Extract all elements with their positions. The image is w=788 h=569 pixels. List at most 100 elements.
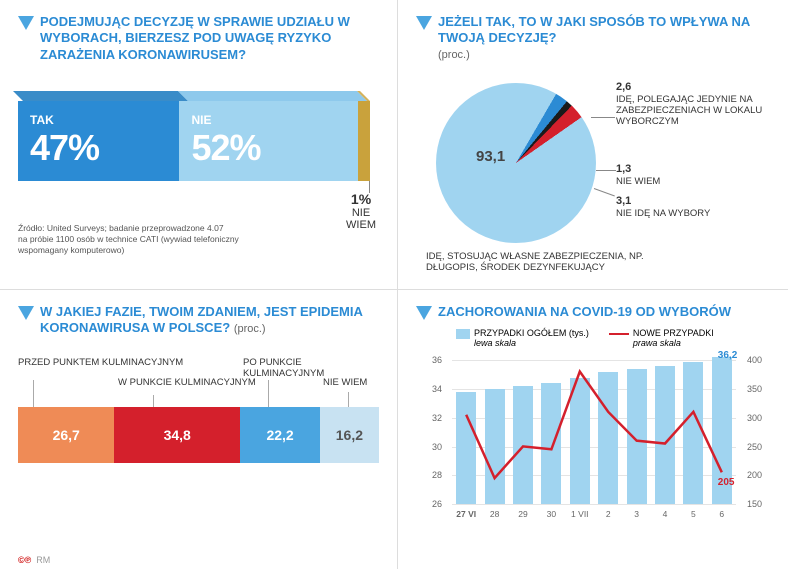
title-text: W JAKIEJ FAZIE, TWOIM ZDANIEM, JEST EPID… [40, 304, 379, 337]
legend-value: 3,1 [616, 195, 766, 208]
segment-label: NIE [191, 113, 358, 127]
bar-top-nie [178, 91, 367, 101]
subtitle: (proc.) [438, 49, 770, 61]
y-axis-left-label: 30 [432, 442, 442, 452]
pie-chart-wrap: 93,1 2,6 IDĘ, POLEGAJĄC JEDYNIE NA ZABEZ… [416, 73, 770, 283]
bar-top-tak [13, 91, 188, 101]
y-axis-left-label: 36 [432, 355, 442, 365]
legend-text: IDĘ, STOSUJĄC WŁASNE ZABEZPIECZENIA, NP.… [426, 251, 656, 274]
phase-segment: 26,7 [18, 407, 114, 463]
arrow-down-icon [18, 306, 34, 320]
legend-line [594, 188, 615, 196]
legend-line [591, 117, 615, 118]
y-axis-right-label: 150 [747, 499, 762, 509]
phase-label: PRZED PUNKTEM KULMINACYJNYM [18, 357, 183, 368]
pie-legend-1: 2,6 IDĘ, POLEGAJĄC JEDYNIE NA ZABEZPIECZ… [616, 81, 766, 128]
combo-legend: PRZYPADKI OGÓŁEM (tys.)lewa skala NOWE P… [456, 328, 770, 348]
x-axis-label: 28 [490, 509, 499, 519]
segment-label: TAK [30, 113, 179, 127]
y-axis-left-label: 28 [432, 470, 442, 480]
legend-text: PRZYPADKI OGÓŁEM (tys.)lewa skala [474, 328, 589, 348]
x-axis-label: 1 VII [571, 509, 588, 519]
bar-top-face [13, 91, 370, 101]
panel-title: ZACHOROWANIA NA COVID-19 OD WYBORÓW [416, 304, 770, 320]
stacked-bar-chart: TAK 47% NIE 52% 1% NIEWIEM [18, 91, 370, 181]
legend-item-line: NOWE PRZYPADKIprawa skala [609, 328, 714, 348]
phase-segment: 34,8 [114, 407, 240, 463]
arrow-down-icon [416, 306, 432, 320]
x-axis-label: 4 [663, 509, 668, 519]
line-swatch-icon [609, 333, 629, 335]
phase-labels: PRZED PUNKTEM KULMINACYJNYM W PUNKCIE KU… [18, 347, 379, 407]
segment-value: 52% [191, 127, 358, 169]
label-line [33, 380, 34, 407]
line-data-label: 205 [718, 477, 735, 488]
panel-risk-decision: PODEJMUJĄC DECYZJĘ W SPRAWIE UDZIAŁU W W… [0, 0, 398, 290]
label-line [153, 395, 154, 407]
segment-tak: TAK 47% [18, 101, 179, 181]
panel-cases: ZACHOROWANIA NA COVID-19 OD WYBORÓW PRZY… [398, 290, 788, 569]
legend-line [596, 170, 616, 171]
arrow-down-icon [416, 16, 432, 30]
phase-segment: 22,2 [240, 407, 320, 463]
legend-text: NIE WIEM [616, 176, 766, 187]
y-axis-right-label: 350 [747, 384, 762, 394]
grid-line [452, 504, 736, 505]
y-axis-left-label: 32 [432, 413, 442, 423]
arrow-down-icon [18, 16, 34, 30]
label-line [348, 392, 349, 407]
panel-title: W JAKIEJ FAZIE, TWOIM ZDANIEM, JEST EPID… [18, 304, 379, 337]
y-axis-left-label: 26 [432, 499, 442, 509]
x-axis-label: 30 [547, 509, 556, 519]
callout-label: NIEWIEM [346, 207, 376, 231]
legend-item-bar: PRZYPADKI OGÓŁEM (tys.)lewa skala [456, 328, 589, 348]
legend-value: 2,6 [616, 81, 766, 94]
y-axis-left-label: 34 [432, 384, 442, 394]
y-axis-right-label: 250 [747, 442, 762, 452]
panel-title: PODEJMUJĄC DECYZJĘ W SPRAWIE UDZIAŁU W W… [18, 14, 379, 63]
pie-legend-3: 3,1 NIE IDĘ NA WYBORY [616, 195, 766, 220]
x-axis-label: 6 [719, 509, 724, 519]
bar-data-label: 36,2 [718, 350, 737, 361]
bar-front-face: TAK 47% NIE 52% [18, 101, 370, 181]
segment-niewiem [358, 101, 370, 181]
title-text: JEŻELI TAK, TO W JAKI SPOSÓB TO WPŁYWA N… [438, 14, 770, 47]
legend-text: NOWE PRZYPADKIprawa skala [633, 328, 714, 348]
bar-swatch-icon [456, 329, 470, 339]
y-axis-right-label: 300 [747, 413, 762, 423]
source-text: Źródło: United Surveys; badanie przeprow… [18, 223, 379, 256]
x-axis-label: 3 [634, 509, 639, 519]
y-axis-right-label: 200 [747, 470, 762, 480]
phase-bar-chart: 26,734,822,216,2 [18, 407, 379, 463]
footer-text: RM [36, 555, 50, 565]
x-axis-label: 27 VI [456, 509, 476, 519]
legend-value: 1,3 [616, 163, 766, 176]
title-text: PODEJMUJĄC DECYZJĘ W SPRAWIE UDZIAŁU W W… [40, 14, 379, 63]
segment-value: 47% [30, 127, 179, 169]
y-axis-right-label: 400 [747, 355, 762, 365]
pie-chart [436, 83, 596, 243]
x-axis-label: 2 [606, 509, 611, 519]
pie-legend-2: 1,3 NIE WIEM [616, 163, 766, 188]
panel-title: JEŻELI TAK, TO W JAKI SPOSÓB TO WPŁYWA N… [416, 14, 770, 47]
phase-label: NIE WIEM [323, 377, 367, 388]
callout-value: 1% [346, 191, 376, 207]
phase-label: W PUNKCIE KULMINACYJNYM [118, 377, 256, 388]
x-axis-label: 29 [518, 509, 527, 519]
pie-main-value: 93,1 [476, 148, 505, 165]
x-axis-label: 5 [691, 509, 696, 519]
title-text: ZACHOROWANIA NA COVID-19 OD WYBORÓW [438, 304, 770, 320]
segment-nie: NIE 52% [179, 101, 358, 181]
combo-chart: 26283032343615020025030035040027 VI28293… [426, 354, 766, 524]
copyright-icon: ©℗ [18, 555, 31, 565]
label-line [268, 380, 269, 407]
footer: ©℗ RM [18, 555, 50, 565]
panel-influence: JEŻELI TAK, TO W JAKI SPOSÓB TO WPŁYWA N… [398, 0, 788, 290]
legend-text: NIE IDĘ NA WYBORY [616, 208, 766, 219]
line-chart-svg [452, 360, 736, 504]
legend-text: IDĘ, POLEGAJĄC JEDYNIE NA ZABEZPIECZENIA… [616, 94, 766, 128]
panel-phase: W JAKIEJ FAZIE, TWOIM ZDANIEM, JEST EPID… [0, 290, 398, 569]
phase-segment: 16,2 [320, 407, 378, 463]
pie-legend-4: IDĘ, STOSUJĄC WŁASNE ZABEZPIECZENIA, NP.… [426, 251, 656, 274]
chart-area: 26283032343615020025030035040027 VI28293… [452, 360, 736, 504]
